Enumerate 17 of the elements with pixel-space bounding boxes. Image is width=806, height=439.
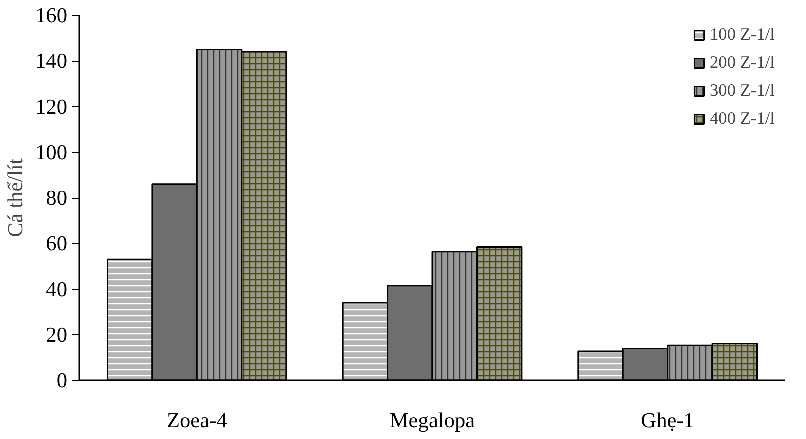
x-tick-label: Zoea-4 xyxy=(166,408,228,432)
y-tick-label: 20 xyxy=(46,322,68,347)
legend-label: 100 Z-1/l xyxy=(710,25,775,45)
x-tick-label: Ghẹ-1 xyxy=(641,408,694,432)
y-tick-label: 140 xyxy=(36,49,68,74)
y-tick-label: 120 xyxy=(36,94,68,119)
y-tick-label: 160 xyxy=(36,4,68,28)
legend-label: 300 Z-1/l xyxy=(710,81,775,101)
legend-label: 400 Z-1/l xyxy=(710,109,775,129)
y-tick-label: 80 xyxy=(46,186,68,210)
legend-label: 200 Z-1/l xyxy=(710,53,775,73)
x-tick-label: Megalopa xyxy=(390,408,476,432)
y-axis-title: Cá thể/lít xyxy=(4,158,28,238)
y-tick-label: 40 xyxy=(46,277,68,302)
y-tick-label: 100 xyxy=(36,140,68,164)
y-tick-label: 60 xyxy=(46,232,68,256)
y-tick-label: 0 xyxy=(56,368,68,392)
